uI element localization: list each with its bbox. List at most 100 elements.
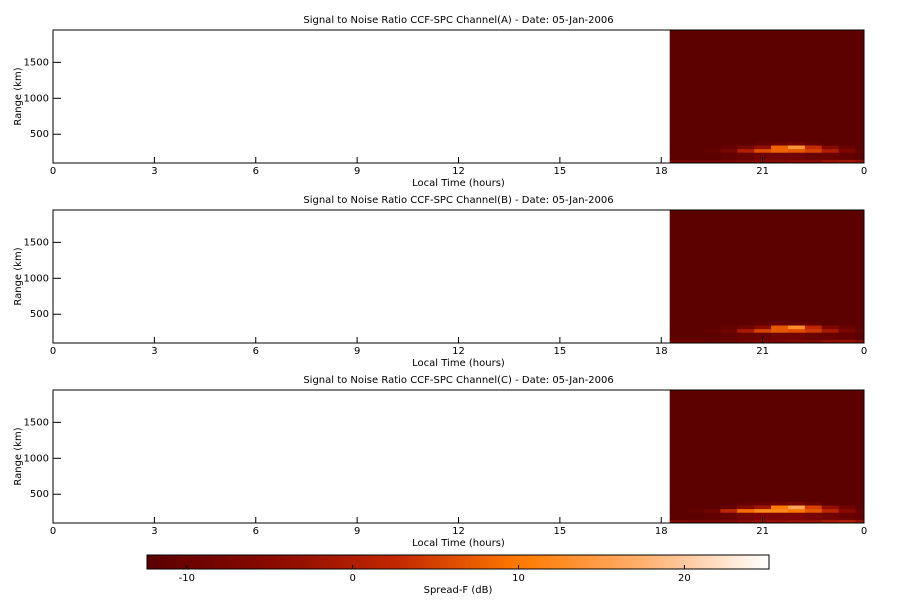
x-tick-label: 3 xyxy=(151,526,157,537)
heat-cell xyxy=(703,325,721,330)
heat-cell xyxy=(838,321,857,326)
heat-cell xyxy=(821,508,840,513)
heat-cell xyxy=(855,501,865,506)
heat-cell xyxy=(737,321,755,326)
chart-title: Signal to Noise Ratio CCF-SPC Channel(C)… xyxy=(303,375,613,386)
heat-cell xyxy=(737,159,755,164)
heat-cell xyxy=(686,508,704,513)
heat-cell xyxy=(804,512,823,520)
heat-cell xyxy=(737,339,755,344)
heat-cell xyxy=(787,508,806,513)
heat-cell xyxy=(771,332,789,340)
x-tick-label: 0 xyxy=(861,526,867,537)
x-tick-label: 0 xyxy=(861,166,867,177)
heat-cell xyxy=(855,148,865,153)
heat-cell xyxy=(669,390,688,502)
heat-cell xyxy=(838,332,857,340)
heat-cell xyxy=(737,148,755,153)
heat-cell xyxy=(804,501,823,506)
heat-cell xyxy=(838,159,857,164)
heat-cell xyxy=(855,30,865,142)
heat-cell xyxy=(838,148,857,153)
heat-cell xyxy=(703,508,721,513)
heat-cell xyxy=(720,390,738,502)
heat-cell xyxy=(754,148,772,153)
heat-cell xyxy=(754,501,772,506)
heat-cell xyxy=(855,152,865,160)
heat-cell xyxy=(720,210,738,322)
heat-cell xyxy=(855,328,865,333)
y-tick-label: 1000 xyxy=(24,273,49,284)
heat-cell xyxy=(804,159,823,164)
heat-cell xyxy=(804,339,823,344)
heat-cell xyxy=(720,519,738,524)
y-tick-label: 1000 xyxy=(24,93,49,104)
x-axis-label: Local Time (hours) xyxy=(412,358,505,369)
heat-cell xyxy=(669,148,688,153)
heat-cell xyxy=(669,519,688,524)
y-axis-label: Range (km) xyxy=(13,427,24,485)
heat-cell xyxy=(703,30,721,142)
heat-cell xyxy=(821,210,840,322)
heat-cell xyxy=(821,145,840,150)
y-axis-label: Range (km) xyxy=(13,67,24,125)
heat-cell xyxy=(855,390,865,502)
heat-cell xyxy=(720,159,738,164)
heat-cell xyxy=(737,505,755,510)
heat-cell xyxy=(686,145,704,150)
heat-cell xyxy=(771,159,789,164)
x-tick-label: 6 xyxy=(253,526,259,537)
heat-cell xyxy=(703,210,721,322)
heat-cell xyxy=(804,325,823,330)
heat-cell xyxy=(821,501,840,506)
heat-cell xyxy=(804,505,823,510)
x-tick-label: 18 xyxy=(655,166,668,177)
heat-cell xyxy=(838,145,857,150)
heat-cell xyxy=(804,210,823,322)
heat-cell xyxy=(787,159,806,164)
heat-cell xyxy=(720,328,738,333)
heat-cell xyxy=(838,519,857,524)
y-tick-label: 1000 xyxy=(24,453,49,464)
heat-cell xyxy=(855,505,865,510)
heat-cell xyxy=(821,339,840,344)
heat-cell xyxy=(669,30,688,142)
heat-cell xyxy=(669,339,688,344)
heat-cell xyxy=(771,148,789,153)
heat-cell xyxy=(771,505,789,510)
heat-cell xyxy=(838,512,857,520)
heat-cell xyxy=(855,210,865,322)
heat-cell xyxy=(787,210,806,322)
heat-cell xyxy=(821,505,840,510)
heat-cell xyxy=(703,141,721,146)
heat-cell xyxy=(821,512,840,520)
x-tick-label: 3 xyxy=(151,166,157,177)
heat-cell xyxy=(686,141,704,146)
heat-cell xyxy=(821,390,840,502)
heat-cell xyxy=(720,321,738,326)
heat-cell xyxy=(838,339,857,344)
heat-cell xyxy=(720,505,738,510)
heat-cell xyxy=(737,501,755,506)
heat-cell xyxy=(787,505,806,510)
heat-cell xyxy=(771,30,789,142)
heat-cell xyxy=(669,159,688,164)
heat-cell xyxy=(754,325,772,330)
heat-cell xyxy=(703,328,721,333)
heat-cell xyxy=(787,339,806,344)
heat-cell xyxy=(754,152,772,160)
heat-cell xyxy=(703,148,721,153)
heat-cell xyxy=(821,30,840,142)
heat-cell xyxy=(754,505,772,510)
heat-cell xyxy=(838,325,857,330)
colorbar-label: Spread-F (dB) xyxy=(424,585,493,596)
heat-cell xyxy=(720,141,738,146)
heat-cell xyxy=(855,141,865,146)
heat-cell xyxy=(720,512,738,520)
colorbar-tick-label: 20 xyxy=(678,573,691,584)
x-tick-label: 0 xyxy=(50,166,56,177)
heat-cell xyxy=(703,145,721,150)
heat-cell xyxy=(855,512,865,520)
heat-cell xyxy=(720,152,738,160)
heat-cell xyxy=(703,390,721,502)
